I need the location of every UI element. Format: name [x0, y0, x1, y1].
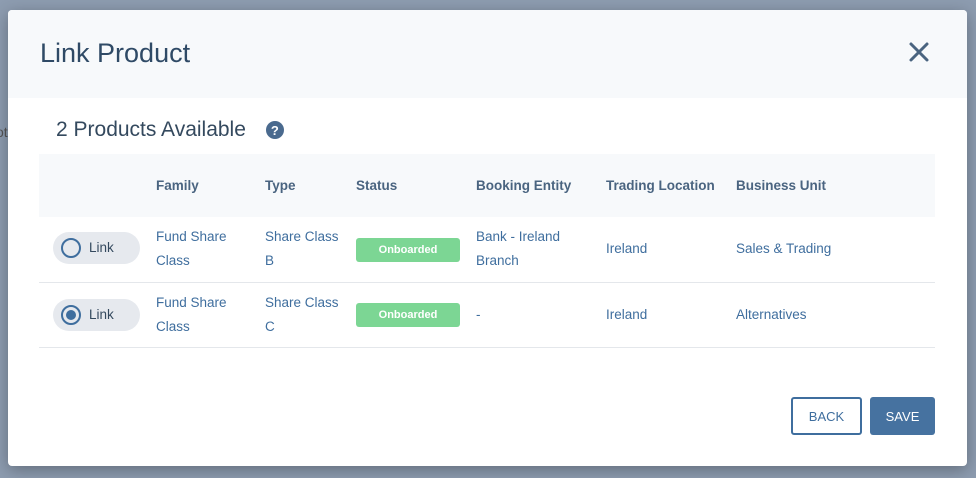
subtitle-text: 2 Products Available: [56, 118, 246, 141]
trading-location-cell: Ireland: [606, 217, 736, 283]
radio-icon[interactable]: [61, 304, 81, 325]
column-header: Booking Entity: [476, 177, 572, 193]
business-unit-cell: Alternatives: [736, 282, 935, 348]
business-unit-cell: Sales & Trading: [736, 217, 935, 283]
type-cell: Share Class B: [265, 217, 356, 283]
column-header: [39, 154, 156, 217]
link-label: Link: [89, 306, 114, 322]
link-product-modal: Link Product 2 Products Available ? Fami…: [8, 10, 967, 466]
status-badge: Onboarded: [356, 237, 460, 262]
column-header: Type: [265, 177, 296, 193]
modal-title: Link Product: [40, 38, 191, 68]
column-header: Trading Location: [606, 177, 715, 193]
trading-location-cell: Ireland: [606, 282, 736, 348]
link-label: Link: [89, 240, 114, 256]
column-header: Family: [156, 177, 199, 193]
table-row: Link Fund Share Class Share Class B Onbo…: [39, 217, 935, 283]
background-text: ot: [0, 124, 8, 140]
products-table: Family Type Status Booking Entity Trading Lo…: [39, 154, 935, 348]
booking-entity-cell: Bank - Ireland Branch: [476, 217, 606, 283]
link-radio-button[interactable]: Link: [53, 298, 140, 331]
table-row: Link Fund Share Class Share Class C Onbo…: [39, 282, 935, 348]
family-cell: Fund Share Class: [156, 282, 265, 348]
close-icon[interactable]: [907, 40, 931, 64]
modal-header: Link Product: [8, 10, 967, 98]
save-button[interactable]: SAVE: [870, 397, 935, 435]
booking-entity-cell: -: [476, 282, 606, 348]
question-circle-icon[interactable]: ?: [265, 121, 284, 139]
type-cell: Share Class C: [265, 282, 356, 348]
status-cell: Onboarded: [356, 282, 476, 348]
link-cell: Link: [39, 217, 156, 283]
link-radio-button[interactable]: Link: [53, 232, 140, 265]
column-header: Status: [356, 177, 398, 193]
table-header-row: Family Type Status Booking Entity Trading Lo…: [39, 154, 935, 217]
link-cell: Link: [39, 282, 156, 348]
column-header: Business Unit: [736, 177, 827, 193]
back-button[interactable]: BACK: [791, 397, 862, 435]
radio-icon[interactable]: [61, 238, 81, 259]
family-cell: Fund Share Class: [156, 217, 265, 283]
status-badge: Onboarded: [356, 303, 460, 327]
status-cell: Onboarded: [356, 217, 476, 283]
products-available-heading: 2 Products Available ?: [56, 118, 284, 142]
